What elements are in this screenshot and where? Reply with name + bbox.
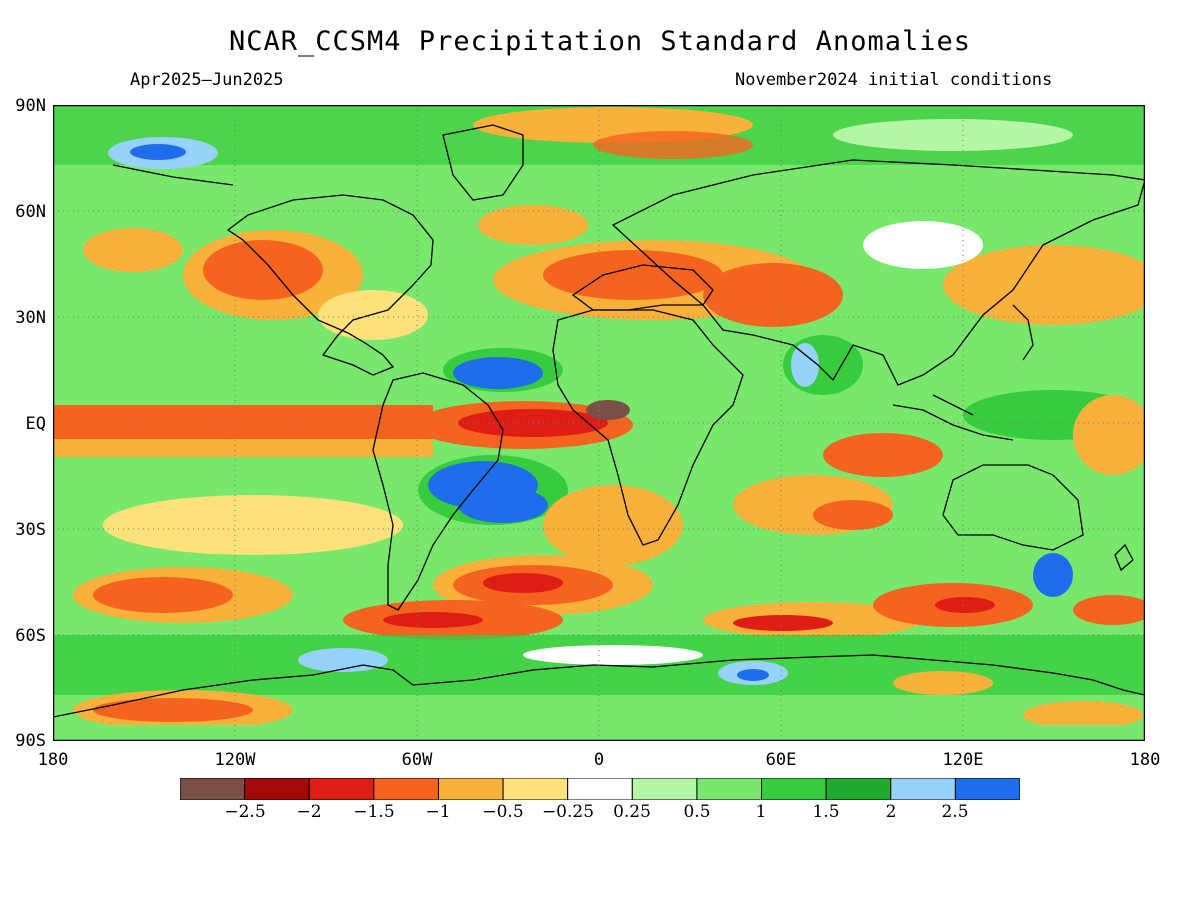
colorbar-label: −2.5	[224, 802, 266, 822]
colorbar-swatch	[825, 778, 892, 800]
lon-label-180w: 180	[37, 750, 69, 770]
lon-label-60e: 60E	[765, 750, 797, 770]
colorbar-swatch	[244, 778, 310, 800]
colorbar-label: 1.5	[812, 802, 840, 822]
colorbar-label: −1.5	[353, 802, 395, 822]
colorbar-swatch	[502, 778, 569, 800]
colorbar-label: 2.5	[941, 802, 969, 822]
lon-label-0: 0	[593, 750, 605, 770]
colorbar-swatch	[180, 778, 246, 800]
chart-title: NCAR_CCSM4 Precipitation Standard Anomal…	[229, 26, 971, 57]
map-frame	[53, 105, 1145, 741]
colorbar-label: 0.5	[683, 802, 711, 822]
colorbar-swatch	[954, 778, 1020, 800]
lat-label-eq: EQ	[25, 414, 46, 434]
forecast-period: Apr2025–Jun2025	[130, 70, 284, 90]
lon-label-60w: 60W	[401, 750, 433, 770]
colorbar-label: −1	[425, 802, 451, 822]
colorbar-label: 0.25	[613, 802, 651, 822]
lon-label-120w: 120W	[214, 750, 256, 770]
lat-label-90n: 90N	[15, 96, 46, 116]
colorbar-swatch	[890, 778, 956, 800]
colorbar-swatch	[631, 778, 698, 800]
lon-label-120e: 120E	[942, 750, 984, 770]
colorbar-swatch	[373, 778, 439, 800]
lon-label-180e: 180	[1129, 750, 1161, 770]
colorbar-swatch	[567, 778, 633, 800]
colorbar-label: −2	[296, 802, 322, 822]
colorbar-label: −0.25	[541, 802, 595, 822]
lat-label-60n: 60N	[15, 202, 46, 222]
initial-conditions: November2024 initial conditions	[735, 70, 1053, 90]
colorbar-label: 2	[885, 802, 897, 822]
colorbar-swatch	[761, 778, 827, 800]
graticule	[53, 105, 1145, 741]
precipitation-anomaly-map	[53, 105, 1145, 741]
colorbar	[180, 778, 1020, 800]
colorbar-swatch	[308, 778, 375, 800]
lat-label-30n: 30N	[15, 308, 46, 328]
colorbar-label: 1	[755, 802, 767, 822]
colorbar-swatch	[696, 778, 763, 800]
coastlines	[53, 124, 1145, 718]
colorbar-label: −0.5	[482, 802, 524, 822]
lat-label-90s: 90S	[15, 731, 46, 751]
colorbar-swatch	[437, 778, 504, 800]
lat-label-60s: 60S	[15, 626, 46, 646]
lat-label-30s: 30S	[15, 520, 46, 540]
